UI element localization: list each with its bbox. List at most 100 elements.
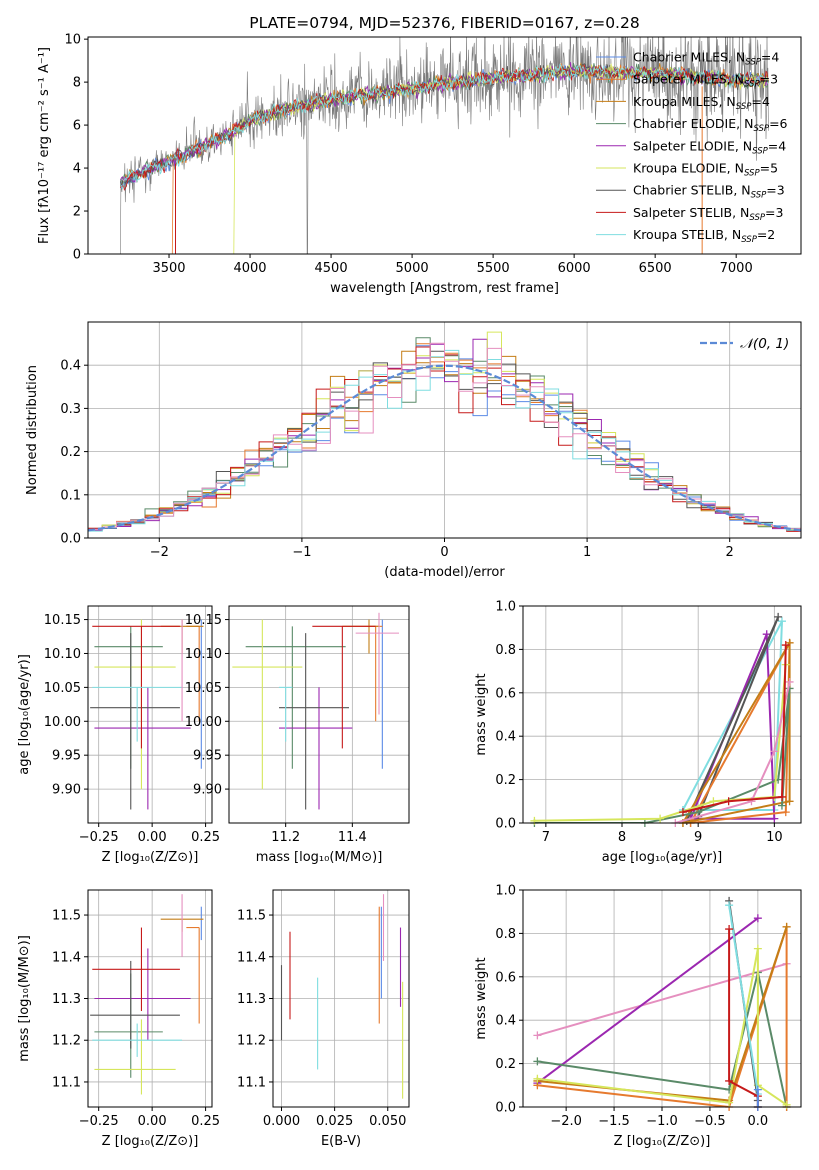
legend-entry: Chabrier MILES, NSSP=4 — [633, 50, 779, 68]
x-tick-label: 1 — [583, 545, 591, 560]
y-tick-label: 0.8 — [495, 643, 516, 658]
x-tick-label: 11.2 — [271, 830, 300, 845]
x-tick-label: 0.025 — [316, 1114, 353, 1129]
y-tick-label: 0.1 — [60, 488, 81, 503]
data-point — [369, 625, 383, 722]
legend-entry-sub: SSP — [736, 102, 752, 112]
axes-frame — [87, 889, 213, 1108]
x-tick-label: 3500 — [152, 261, 185, 276]
x-axis-label: Z [log₁₀(Z/Z⊙)] — [102, 1134, 199, 1149]
weight-point-marker — [774, 612, 783, 621]
legend-entry-text: Kroupa MILES, N — [633, 94, 736, 109]
x-tick-label: −0.25 — [79, 830, 119, 845]
x-axis-label: age [log₁₀(age/yr)] — [602, 850, 723, 865]
y-tick-label: 0.8 — [495, 927, 516, 942]
data-point — [94, 948, 191, 1041]
x-tick-label: −2.0 — [550, 1114, 582, 1129]
model-spectrum-line — [120, 61, 769, 183]
x-tick-label: 0 — [440, 545, 448, 560]
legend-entry-text: Kroupa STELIB, N — [633, 227, 741, 242]
x-tick-label: −2 — [150, 545, 169, 560]
y-tick-label: 10 — [64, 33, 81, 48]
y-tick-label: 11.5 — [52, 909, 81, 924]
x-tick-label: 7000 — [720, 261, 753, 276]
y-tick-label: 1.0 — [495, 600, 516, 615]
data-point — [92, 927, 180, 1012]
y-tick-label: 0.0 — [60, 532, 81, 547]
data-point — [94, 973, 163, 1078]
normal-curve — [87, 364, 802, 532]
x-tick-label: 0.0 — [748, 1114, 769, 1129]
weight-point-marker — [777, 792, 786, 801]
y-tick-label: 10.10 — [44, 647, 81, 662]
data-point — [90, 633, 180, 810]
legend-entry-count: =4 — [751, 94, 769, 109]
weight-series-line — [685, 616, 780, 822]
weight-point-marker — [781, 641, 790, 650]
x-axis-label: wavelength [Angstrom, rest frame] — [330, 281, 559, 296]
x-tick-label: 0.050 — [369, 1114, 406, 1129]
y-tick-label: 10.15 — [185, 613, 222, 628]
x-tick-label: 6500 — [639, 261, 672, 276]
data-point — [186, 625, 200, 722]
weight-point-marker — [753, 1085, 762, 1094]
legend-entry-text: Salpeter ELODIE, N — [633, 138, 752, 153]
y-tick-label: 11.2 — [237, 1034, 266, 1049]
y-tick-label: 0.6 — [495, 970, 516, 985]
legend-entry-text: Chabrier MILES, N — [633, 50, 745, 65]
axes-frame — [87, 36, 802, 255]
axes-frame — [522, 605, 802, 824]
y-tick-label: 11.1 — [52, 1075, 81, 1090]
x-tick-label: 0.00 — [138, 830, 167, 845]
data-point — [355, 612, 399, 715]
legend-entry-count: =5 — [760, 161, 778, 176]
data-point — [94, 687, 191, 810]
y-axis-label: Normed distribution — [25, 365, 40, 495]
legend-entry: Kroupa STELIB, NSSP=2 — [633, 227, 775, 245]
x-tick-label: 0.00 — [138, 1114, 167, 1129]
data-point — [90, 960, 180, 1049]
weight-point-marker — [753, 914, 762, 923]
legend-entry-sub: SSP — [749, 213, 765, 223]
y-tick-label: 0.3 — [60, 402, 81, 417]
legend-entry: Chabrier ELODIE, NSSP=6 — [633, 116, 788, 134]
y-tick-label: 0 — [73, 248, 81, 263]
data-point — [342, 619, 379, 654]
x-tick-label: 7 — [542, 830, 550, 845]
mass-vs-metallicity-panel: −0.25 0.00 0.25 11.1 11.2 11.3 11.4 11.5 Z [log₁… — [17, 889, 220, 1149]
x-axis-label: (data-model)/error — [384, 565, 505, 580]
x-tick-label: 5500 — [477, 261, 510, 276]
x-tick-label: 11.4 — [338, 830, 367, 845]
weight-point-marker — [770, 747, 779, 756]
y-tick-label: 0.0 — [495, 817, 516, 832]
weight-series-line — [682, 645, 787, 814]
x-tick-label: 0.25 — [191, 1114, 220, 1129]
x-tick-label: 0.25 — [191, 830, 220, 845]
x-tick-label: 0.000 — [263, 1114, 300, 1129]
legend-entry-sub: SSP — [744, 80, 760, 90]
data-point — [94, 619, 176, 790]
x-tick-label: 2 — [726, 545, 734, 560]
data-point — [279, 686, 293, 742]
legend-entry-sub: SSP — [753, 124, 769, 134]
data-point — [245, 626, 346, 769]
weight-point-marker — [785, 677, 794, 686]
y-tick-label: 9.95 — [193, 749, 222, 764]
y-tick-label: 10.00 — [185, 715, 222, 730]
x-axis-label: Z [log₁₀(Z/Z⊙)] — [102, 850, 199, 865]
legend-entry-text: Kroupa ELODIE, N — [633, 161, 744, 176]
x-tick-label: −1 — [292, 545, 311, 560]
weight-point-marker — [678, 808, 687, 817]
legend-entry-text: Salpeter MILES, N — [633, 72, 744, 87]
weight-point-marker — [725, 925, 734, 934]
y-axis-label: age [log₁₀(age/yr)] — [17, 654, 32, 775]
x-tick-label: 9 — [694, 830, 702, 845]
legend-entry-text: Salpeter STELIB, N — [633, 205, 749, 220]
y-tick-label: 1.0 — [495, 884, 516, 899]
y-tick-label: 10.05 — [185, 681, 222, 696]
x-tick-label: −1.5 — [598, 1114, 630, 1129]
legend-entry-sub: SSP — [741, 235, 757, 245]
legend-entry-count: =3 — [760, 72, 778, 87]
model-spectrum-line — [120, 63, 769, 190]
